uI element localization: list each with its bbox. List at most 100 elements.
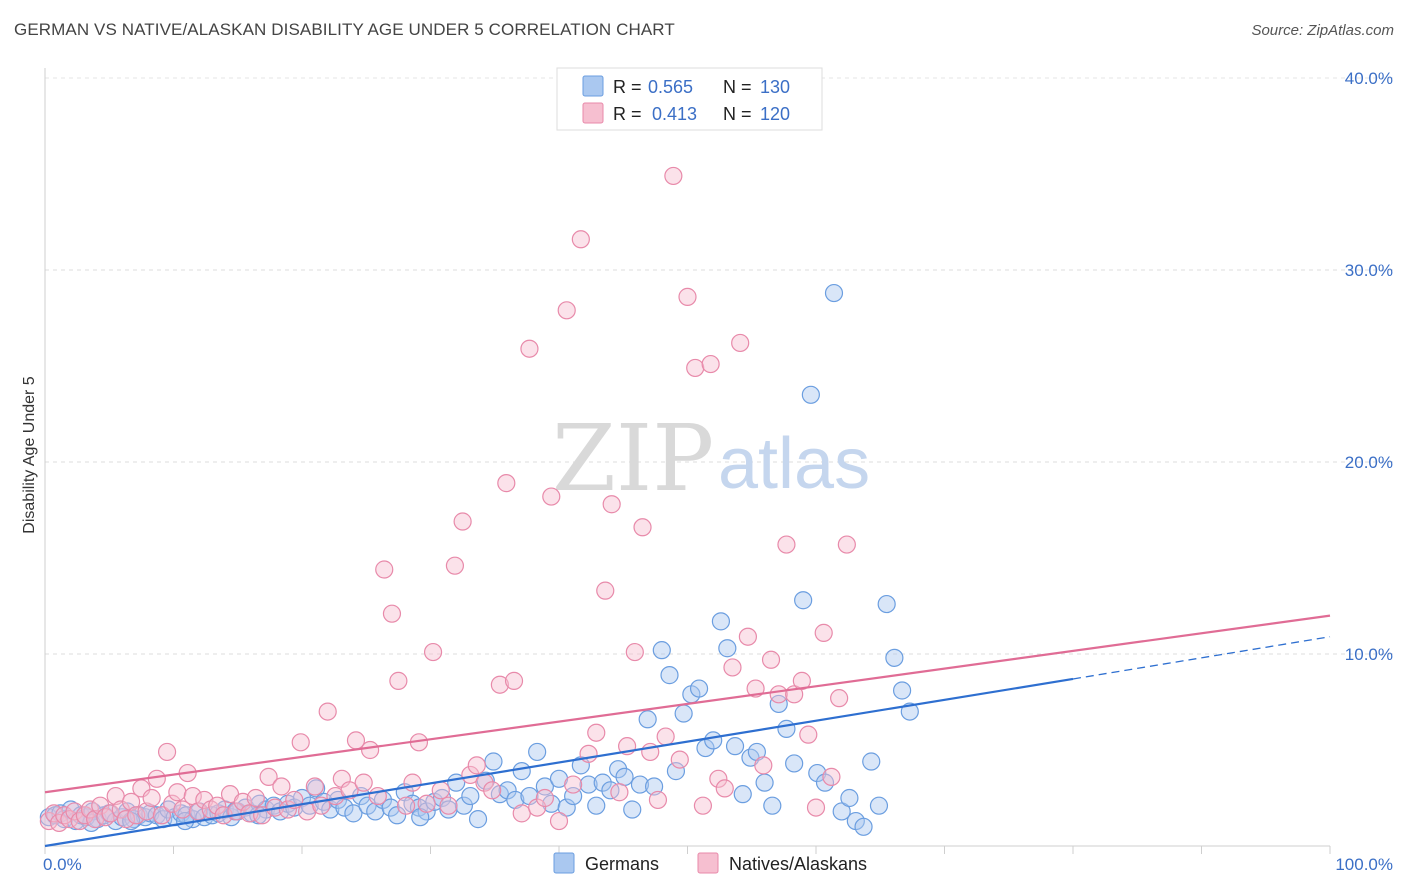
point-natives xyxy=(528,798,547,817)
point-natives xyxy=(305,777,324,796)
point-germans xyxy=(321,800,340,819)
stats-legend: R = 0.565 N = 130 R = 0.413 N = 120 xyxy=(556,67,823,131)
point-germans xyxy=(615,767,634,786)
point-natives xyxy=(686,358,705,378)
point-germans xyxy=(869,796,889,815)
point-germans xyxy=(674,704,693,723)
point-natives xyxy=(625,642,644,662)
point-natives xyxy=(602,495,621,514)
legend-n-value-germans: 130 xyxy=(760,77,790,97)
point-natives xyxy=(431,781,450,800)
trend-line-natives xyxy=(44,614,1331,794)
point-natives xyxy=(439,796,458,815)
point-natives xyxy=(512,804,531,823)
point-natives xyxy=(693,796,713,815)
point-natives xyxy=(723,658,742,677)
point-germans xyxy=(763,796,782,815)
point-natives xyxy=(656,727,675,746)
point-natives xyxy=(272,777,291,796)
point-natives xyxy=(504,671,524,690)
point-germans xyxy=(623,800,642,819)
point-germans xyxy=(854,817,873,836)
point-germans xyxy=(344,804,363,823)
point-natives xyxy=(417,794,436,813)
y-tick-label: 30.0% xyxy=(1345,261,1393,280)
point-natives xyxy=(137,802,156,821)
point-natives xyxy=(520,339,539,358)
point-natives xyxy=(792,671,811,690)
point-germans xyxy=(862,752,881,771)
point-germans xyxy=(794,591,813,610)
point-germans xyxy=(660,666,679,685)
point-natives xyxy=(403,773,422,792)
point-natives xyxy=(678,287,697,306)
bottom-label-natives: Natives/Alaskans xyxy=(729,854,867,874)
point-germans xyxy=(769,694,788,714)
x-tick-labels: 0.0% 100.0% xyxy=(43,855,1393,874)
point-natives xyxy=(80,800,100,819)
legend-r-value-natives: 0.413 xyxy=(652,104,697,124)
trend-line-germans xyxy=(44,677,1074,848)
point-natives xyxy=(610,783,629,802)
point-natives xyxy=(837,535,856,554)
point-natives xyxy=(777,535,796,554)
watermark-atlas: atlas xyxy=(718,424,870,504)
point-natives xyxy=(259,767,278,786)
point-germans xyxy=(512,762,531,781)
trend-lines xyxy=(44,614,1331,848)
watermark-zip: ZIP xyxy=(552,405,714,512)
point-germans xyxy=(644,777,664,796)
point-germans xyxy=(711,612,731,631)
point-natives xyxy=(746,679,765,698)
legend-n-value-natives: 120 xyxy=(760,104,790,124)
point-natives xyxy=(830,689,849,708)
point-germans xyxy=(468,810,488,829)
point-natives xyxy=(549,811,569,831)
point-germans xyxy=(689,679,709,698)
point-natives xyxy=(633,518,652,537)
point-natives xyxy=(389,671,408,690)
point-natives xyxy=(453,512,472,531)
point-germans xyxy=(718,639,737,658)
legend-r-label-natives: R = xyxy=(613,104,642,124)
series-legend: Germans Natives/Alaskans xyxy=(553,852,867,874)
point-germans xyxy=(593,773,612,792)
point-natives xyxy=(361,740,380,760)
point-natives xyxy=(127,806,146,825)
point-natives xyxy=(208,796,227,815)
point-natives xyxy=(806,798,826,817)
point-natives xyxy=(423,642,443,662)
point-natives xyxy=(497,474,516,493)
point-natives xyxy=(822,767,841,786)
point-natives xyxy=(670,750,689,769)
point-natives xyxy=(375,560,394,579)
bottom-label-germans: Germans xyxy=(585,854,659,874)
point-natives xyxy=(121,792,141,811)
point-germans xyxy=(824,283,844,303)
point-natives xyxy=(152,806,172,825)
point-germans xyxy=(840,788,859,808)
point-natives xyxy=(116,810,136,829)
axes xyxy=(44,68,1331,854)
point-natives xyxy=(701,354,720,374)
point-germans xyxy=(454,796,474,815)
point-natives xyxy=(445,556,465,575)
point-germans xyxy=(652,641,671,660)
bottom-swatch-natives xyxy=(697,852,719,874)
point-germans xyxy=(498,781,517,800)
point-natives xyxy=(483,781,502,800)
point-natives xyxy=(761,650,781,669)
legend-swatch-natives xyxy=(582,102,604,124)
point-natives xyxy=(596,581,615,600)
point-germans xyxy=(587,796,606,815)
point-natives xyxy=(564,775,583,794)
y-tick-label: 20.0% xyxy=(1345,453,1393,472)
watermark: ZIP atlas xyxy=(552,405,870,512)
x-tick-label: 0.0% xyxy=(43,855,82,874)
point-natives xyxy=(65,802,84,821)
point-germans xyxy=(755,773,774,792)
point-germans xyxy=(832,802,851,821)
point-germans xyxy=(630,775,650,794)
legend-swatch-germans xyxy=(582,75,604,97)
